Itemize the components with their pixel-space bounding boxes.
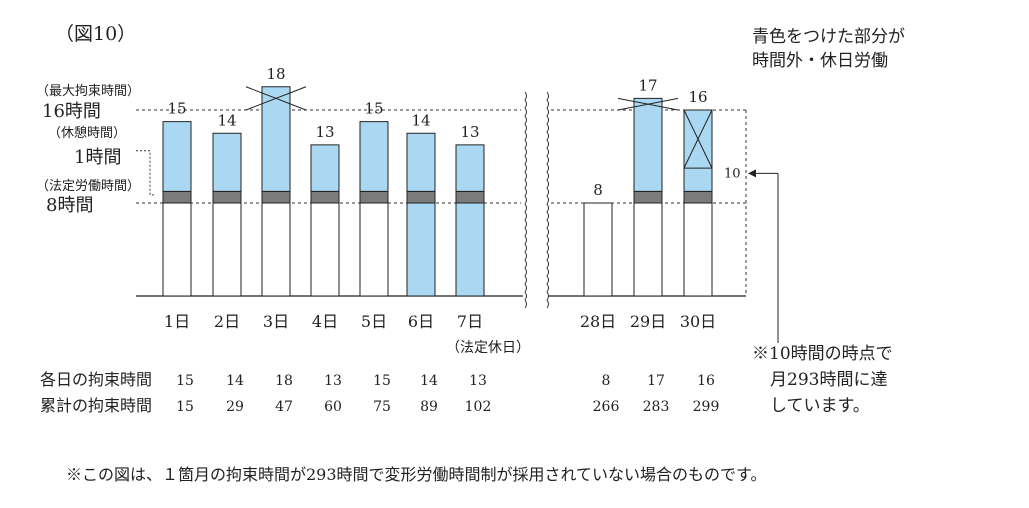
- category-label-9: 29日: [630, 312, 666, 331]
- cumulative-hours-1: 15: [176, 399, 194, 415]
- bar-8-value-label: 8: [593, 181, 603, 199]
- bar-2-value-label: 14: [217, 111, 236, 129]
- bar-1-overtime: [162, 121, 192, 192]
- bar-9-value-label: 17: [638, 76, 657, 94]
- callout-line3: しています。: [770, 396, 870, 416]
- rest-hours-label: 1時間: [74, 147, 121, 168]
- category-label-8: 28日: [580, 312, 616, 331]
- callout-value-label: 10: [724, 166, 741, 181]
- legend-note-line2: 時間外・休日労働: [752, 51, 888, 71]
- category-label-6: 6日: [408, 312, 434, 331]
- bar-6-overtime: [406, 132, 436, 192]
- row-label-daily: 各日の拘束時間: [40, 370, 152, 389]
- bar-1-rest: [162, 190, 192, 204]
- callout-arrow-head: [748, 169, 756, 178]
- legend-note-line1: 青色をつけた部分が: [752, 27, 905, 47]
- bar-9-base: [633, 202, 663, 297]
- bar-7-base: [455, 202, 485, 297]
- cumulative-hours-8: 266: [593, 399, 620, 415]
- row-label-cumulative: 累計の拘束時間: [40, 396, 152, 415]
- bar-2-rest: [212, 190, 242, 204]
- daily-hours-6: 14: [420, 373, 438, 389]
- cumulative-hours-3: 47: [275, 399, 293, 415]
- cumulative-hours-7: 102: [465, 399, 492, 415]
- bar-1-base: [162, 202, 192, 297]
- category-label-5: 5日: [361, 312, 387, 331]
- bar-10-rest: [683, 190, 713, 204]
- daily-hours-1: 15: [176, 373, 194, 389]
- max-hours-note: （最大拘束時間）: [36, 84, 140, 99]
- daily-hours-3: 18: [275, 373, 293, 389]
- cumulative-hours-2: 29: [226, 399, 244, 415]
- category-label-7: 7日: [457, 312, 483, 331]
- bar-8-base: [583, 202, 613, 297]
- bar-6-rest: [406, 190, 436, 204]
- category-label-1: 1日: [164, 312, 190, 331]
- bar-7-value-label: 13: [460, 123, 479, 141]
- category-label-10: 30日: [680, 312, 716, 331]
- bar-3-overtime: [261, 86, 291, 192]
- bar-6-base: [406, 202, 436, 297]
- bar-4-value-label: 13: [315, 123, 334, 141]
- bar-1-value-label: 15: [167, 100, 186, 118]
- bar-10-base: [683, 202, 713, 297]
- bar-10-value-label: 16: [688, 88, 707, 106]
- daily-hours-10: 16: [697, 373, 715, 389]
- cumulative-hours-4: 60: [324, 399, 342, 415]
- legal-note: （法定労働時間）: [36, 179, 140, 194]
- rest-label-leader: [136, 150, 156, 196]
- holiday-note: （法定休日）: [446, 340, 530, 356]
- daily-hours-5: 15: [373, 373, 391, 389]
- category-label-3: 3日: [263, 312, 289, 331]
- category-label-4: 4日: [312, 312, 338, 331]
- bar-9-cross-b: [617, 97, 679, 111]
- bar-3-cross-b: [245, 86, 307, 111]
- daily-hours-7: 13: [469, 373, 487, 389]
- bar-9-overtime: [633, 97, 663, 192]
- axis-break-2: [546, 91, 549, 309]
- bar-4-rest: [310, 190, 340, 204]
- cumulative-hours-9: 283: [643, 399, 670, 415]
- cumulative-hours-10: 299: [693, 399, 720, 415]
- cumulative-hours-5: 75: [373, 399, 391, 415]
- rest-note: （休憩時間）: [48, 125, 126, 141]
- bar-10-overtime: [683, 109, 713, 192]
- bar-3-base: [261, 202, 291, 297]
- footnote: ※この図は、１箇月の拘束時間が293時間で変形労働時間制が採用されていない場合の…: [66, 465, 766, 484]
- max-hours-label: 16時間: [42, 101, 101, 122]
- daily-hours-9: 17: [647, 373, 665, 389]
- bar-4-overtime: [310, 144, 340, 192]
- bar-7-overtime: [455, 144, 485, 192]
- bar-4-base: [310, 202, 340, 297]
- bar-6-value-label: 14: [411, 111, 430, 129]
- callout-line2: 月293時間に達: [770, 370, 887, 390]
- bar-5-base: [359, 202, 389, 297]
- bar-5-value-label: 15: [364, 100, 383, 118]
- bar-3-rest: [261, 190, 291, 204]
- bar-2-base: [212, 202, 242, 297]
- category-label-2: 2日: [214, 312, 240, 331]
- daily-hours-2: 14: [226, 373, 244, 389]
- axis-break-1: [524, 91, 527, 309]
- daily-hours-4: 13: [324, 373, 342, 389]
- cumulative-hours-6: 89: [420, 399, 438, 415]
- bar-5-overtime: [359, 121, 389, 192]
- figure-label: （図10）: [55, 23, 136, 45]
- legal-hours-label: 8時間: [46, 195, 93, 216]
- bar-5-rest: [359, 190, 389, 204]
- bar-3-value-label: 18: [266, 65, 285, 83]
- bar-2-overtime: [212, 132, 242, 192]
- bar-9-rest: [633, 190, 663, 204]
- chart-marks: 15 1日 15 15 14 2日 14 29 18 3日 18 47 13 4日 13 60 15 5日 15 75…: [136, 65, 779, 415]
- callout-line1: ※10時間の時点で: [752, 344, 893, 364]
- bar-7-rest: [455, 190, 485, 204]
- bar-10-cross-b: [683, 109, 713, 169]
- daily-hours-8: 8: [602, 373, 611, 389]
